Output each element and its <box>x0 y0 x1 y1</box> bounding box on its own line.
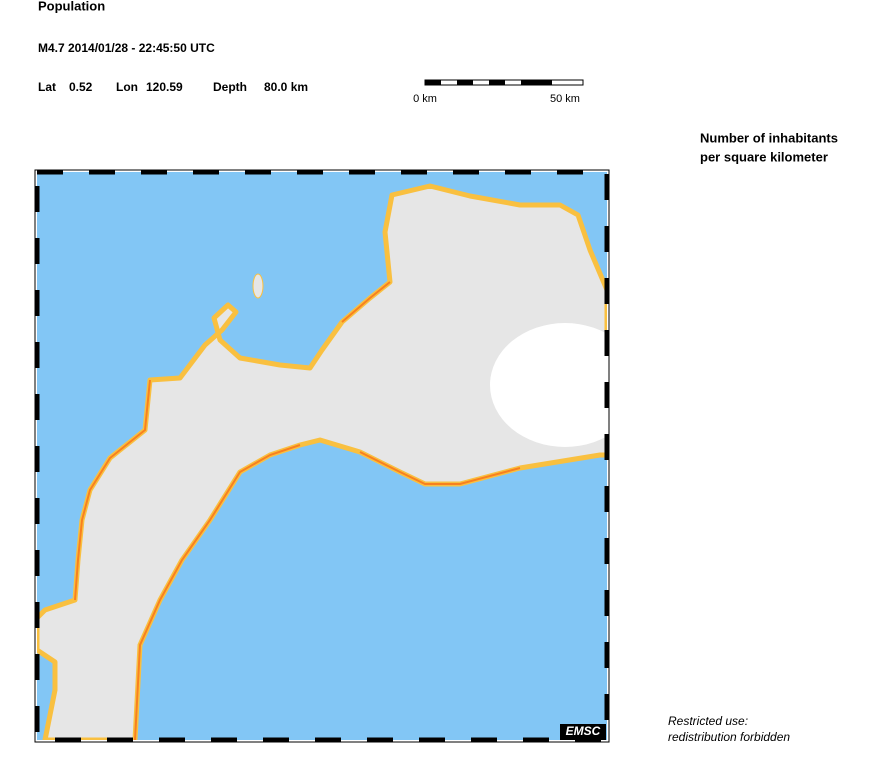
depth-label: Depth <box>213 80 247 94</box>
coast-density <box>74 281 521 740</box>
legend: Number of inhabitants per square kilomet… <box>700 130 838 164</box>
credit-box <box>560 724 606 740</box>
scale-start: 0 km <box>413 93 437 105</box>
frame <box>34 169 610 743</box>
lat: 0.52 <box>69 80 93 94</box>
credit: EMSC <box>566 724 601 738</box>
legend-title: Number of inhabitants <box>700 130 838 145</box>
scale-end: 50 km <box>550 93 580 105</box>
scale-bar: 0 km 50 km <box>413 79 584 105</box>
depth: 80.0 km <box>264 80 308 94</box>
map: EMSC <box>37 172 607 740</box>
footer: redistribution forbidden <box>668 730 790 744</box>
event: M4.7 2014/01/28 - 22:45:50 UTC <box>38 41 215 55</box>
frame-outline <box>34 169 610 743</box>
footer: Restricted use: <box>668 714 748 728</box>
legend-title: per square kilometer <box>700 149 828 164</box>
lon-label: Lon <box>116 80 138 94</box>
no-data-area <box>490 323 607 447</box>
island <box>252 273 264 299</box>
lon: 120.59 <box>146 80 183 94</box>
title: Population <box>38 0 105 13</box>
lat-label: Lat <box>38 80 56 94</box>
